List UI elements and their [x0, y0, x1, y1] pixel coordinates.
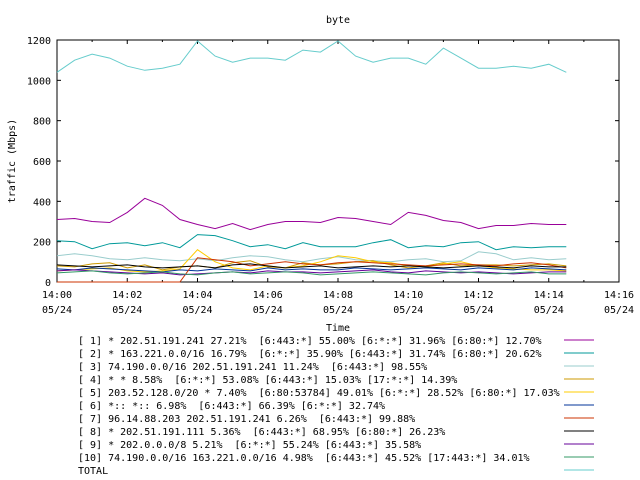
y-axis-label: traffic (Mbps)	[7, 119, 18, 203]
y-tick-label: 600	[33, 157, 51, 168]
x-tick-label: 14:12	[463, 290, 493, 301]
x-tick-date: 05/24	[182, 305, 212, 316]
x-tick-date: 05/24	[323, 305, 353, 316]
legend-entry: [ 4] * * 8.58% [6:*:*] 53.08% [6:443:*] …	[78, 375, 457, 386]
series-line-3	[56, 251, 567, 263]
legend-entry: [ 3] 74.190.0.0/16 202.51.191.241 11.24%…	[78, 362, 427, 373]
x-tick-date: 05/24	[112, 305, 142, 316]
x-tick-date: 05/24	[463, 305, 493, 316]
series-line-11	[56, 40, 567, 73]
y-tick-label: 1200	[27, 36, 51, 47]
legend-entry: TOTAL	[78, 466, 108, 477]
x-axis-label: Time	[326, 323, 350, 334]
legend-entry: [ 8] * 202.51.191.111 5.36% [6:443:*] 68…	[78, 427, 445, 438]
series-line-1	[56, 197, 567, 231]
plot-frame	[56, 39, 620, 283]
x-tick-label: 14:10	[393, 290, 423, 301]
y-ticks: 0 200 400 600 800 1000 1200	[27, 36, 619, 289]
x-tick-label: 14:14	[534, 290, 564, 301]
series-line-8	[56, 263, 567, 269]
y-tick-label: 200	[33, 238, 51, 249]
legend-entry: [10] 74.190.0.0/16 163.221.0.0/16 4.98% …	[78, 453, 530, 464]
legend-entry: [ 2] * 163.221.0.0/16 16.79% [6:*:*] 35.…	[78, 349, 542, 360]
legend-entry: [ 9] * 202.0.0.0/8 5.21% [6:*:*] 55.24% …	[78, 440, 421, 451]
series-line-10	[56, 270, 567, 276]
x-tick-date: 05/24	[534, 305, 564, 316]
x-tick-label: 14:00	[42, 290, 72, 301]
y-tick-label: 1000	[27, 76, 51, 87]
series-lines	[56, 40, 567, 283]
legend-entry: [ 7] 96.14.88.203 202.51.191.241 6.26% […	[78, 414, 415, 425]
legend-entry: [ 1] * 202.51.191.241 27.21% [6:443:*] 5…	[78, 336, 542, 347]
x-tick-date: 05/24	[604, 305, 634, 316]
y-tick-label: 800	[33, 117, 51, 128]
series-line-7	[57, 257, 567, 283]
legend: [ 1] * 202.51.191.241 27.21% [6:443:*] 5…	[78, 336, 594, 477]
legend-entry: [ 5] 203.52.128.0/20 * 7.40% [6:80:53784…	[78, 388, 560, 399]
x-tick-label: 14:02	[112, 290, 142, 301]
x-tick-label: 14:16	[604, 290, 634, 301]
x-tick-date: 05/24	[42, 305, 72, 316]
x-tick-date: 05/24	[393, 305, 423, 316]
x-tick-label: 14:06	[253, 290, 283, 301]
y-tick-label: 0	[45, 278, 51, 289]
series-line-6	[56, 267, 567, 273]
series-line-9	[56, 269, 567, 276]
series-line-2	[56, 234, 567, 251]
x-tick-label: 14:08	[323, 290, 353, 301]
x-tick-label: 14:04	[182, 290, 212, 301]
y-tick-label: 400	[33, 197, 51, 208]
x-tick-date: 05/24	[253, 305, 283, 316]
chart-title: byte	[326, 15, 350, 26]
legend-entry: [ 6] *:: *:: 6.98% [6:443:*] 66.39% [6:*…	[78, 401, 385, 412]
x-ticks: 14:00 05/24 14:02 05/24 14:04 05/24 14:06 05/24…	[42, 40, 634, 316]
